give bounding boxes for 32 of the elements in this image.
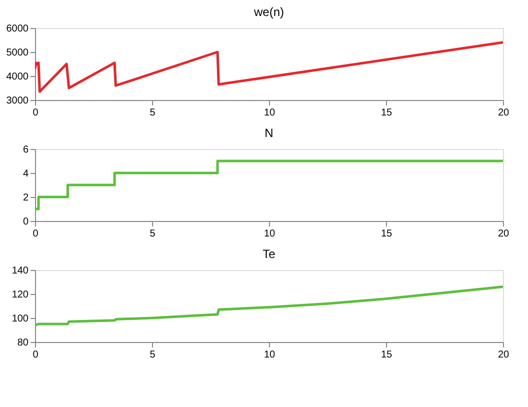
x-tick-label: 5 (150, 350, 156, 360)
chart-title: Te (262, 247, 276, 261)
x-tick-label: 10 (264, 228, 276, 240)
y-tick-label: 4 (22, 168, 29, 180)
x-tick-label: 0 (32, 228, 39, 240)
y-tick-label: 80 (17, 338, 29, 348)
y-tick-label: 5000 (6, 48, 29, 58)
y-tick-label: 4000 (6, 72, 29, 82)
line-series (35, 286, 503, 326)
y-tick-label: 6 (22, 144, 29, 156)
line-series (35, 41, 503, 93)
y-tick-label: 0 (22, 216, 29, 228)
y-tick-label: 100 (12, 314, 29, 324)
x-tick-label: 5 (150, 108, 156, 118)
x-tick-label: 10 (264, 108, 276, 118)
x-tick-label: 20 (498, 108, 510, 118)
x-tick-label: 20 (498, 350, 510, 360)
y-tick-label: 2 (22, 192, 29, 204)
x-tick-label: 15 (380, 228, 392, 240)
x-tick-label: 10 (264, 350, 276, 360)
y-tick-label: 120 (12, 290, 29, 300)
y-tick-label: 3000 (6, 96, 29, 106)
x-tick-label: 0 (32, 108, 39, 118)
chart-title: we(n) (252, 5, 284, 19)
x-tick-label: 15 (380, 108, 392, 118)
x-tick-label: 15 (380, 350, 392, 360)
chart-title: N (264, 126, 274, 140)
y-tick-label: 140 (12, 266, 29, 276)
x-tick-label: 5 (150, 228, 156, 240)
y-tick-label: 6000 (6, 24, 29, 34)
x-tick-label: 20 (498, 228, 510, 240)
x-tick-label: 0 (32, 350, 39, 360)
